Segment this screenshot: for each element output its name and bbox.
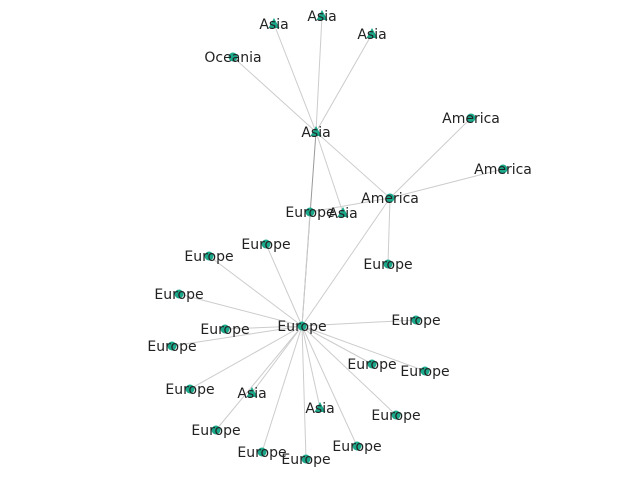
node-n_europe_g[interactable] [167, 341, 177, 351]
node-label-n_europe_p: Europe [332, 439, 381, 455]
edge-n_europe_hub-n_europe_o [301, 325, 307, 460]
edge-n_europe_hub-n_europe_p [301, 325, 358, 447]
node-n_america_1[interactable] [466, 113, 476, 123]
edge-layer [171, 15, 504, 460]
node-label-n_asia_t3: Asia [357, 27, 386, 43]
node-label-n_europe_i: Europe [347, 357, 396, 373]
edge-n_america_hub-n_europe_b [387, 197, 391, 265]
node-layer [167, 10, 508, 464]
node-n_asia_t3[interactable] [366, 28, 378, 38]
node-n_europe_e[interactable] [174, 289, 184, 299]
node-n_europe_hub[interactable] [297, 321, 307, 331]
node-n_europe_j[interactable] [420, 366, 430, 376]
node-n_asia_t2[interactable] [316, 10, 328, 20]
node-n_asia_hub[interactable] [310, 126, 322, 136]
node-label-n_europe_m: Europe [191, 423, 240, 439]
edge-n_america_hub-n_europe_hub [301, 197, 391, 327]
node-n_america_2[interactable] [498, 164, 508, 174]
node-n_asia_mid[interactable] [337, 207, 349, 217]
edge-n_europe_hub-n_europe_m [215, 325, 303, 431]
node-label-n_america_2: America [474, 162, 532, 178]
node-label-n_asia_t2: Asia [307, 9, 336, 25]
node-label-n_asia_mid: Asia [328, 206, 357, 222]
node-n_europe_o[interactable] [301, 454, 311, 464]
edge-n_asia_hub-n_oceania [232, 56, 317, 133]
node-n_europe_h[interactable] [411, 315, 421, 325]
node-n_europe_n[interactable] [257, 447, 267, 457]
node-label-n_oceania: Oceania [204, 50, 261, 66]
node-label-n_europe_c: Europe [241, 237, 290, 253]
label-layer: Asia Asia Asia Asia Oceania America America Ame… [147, 9, 531, 468]
edge-n_europe_hub-n_europe_h [301, 319, 417, 327]
edge-n_europe_hub-n_europe_l [301, 325, 397, 416]
node-label-n_asia_low1: Asia [237, 386, 266, 402]
node-label-n_europe_a: Europe [285, 205, 334, 221]
node-n_europe_i[interactable] [367, 359, 377, 369]
edge-n_asia_hub-n_asia_mid [315, 131, 344, 214]
node-label-n_asia_hub: Asia [301, 125, 330, 141]
edge-n_europe_hub-n_europe_k [189, 325, 303, 390]
edge-n_asia_hub-n_america_hub [315, 131, 391, 199]
node-label-n_europe_l: Europe [371, 408, 420, 424]
node-n_europe_a[interactable] [305, 207, 315, 217]
node-n_europe_p[interactable] [352, 441, 362, 451]
edge-n_europe_hub-n_europe_i [301, 325, 373, 365]
edge-n_europe_hub-n_europe_n [261, 325, 303, 453]
node-label-n_europe_k: Europe [165, 382, 214, 398]
edge-n_europe_hub-n_asia_low2 [301, 325, 321, 409]
node-n_europe_f[interactable] [220, 324, 230, 334]
node-n_asia_t1[interactable] [268, 18, 280, 28]
node-label-n_america_hub: America [361, 191, 419, 207]
node-n_europe_k[interactable] [185, 384, 195, 394]
edge-n_europe_hub-n_europe_d [208, 255, 303, 327]
edge-n_europe_hub-n_europe_f [224, 325, 303, 330]
node-label-n_europe_hub: Europe [277, 319, 326, 335]
node-label-n_europe_f: Europe [200, 322, 249, 338]
edge-n_europe_hub-n_europe_c [265, 243, 303, 327]
node-label-n_europe_o: Europe [281, 452, 330, 468]
edge-n_asia_hub-n_asia_t3 [315, 33, 373, 133]
edge-n_america_hub-n_america_2 [389, 168, 504, 199]
node-n_europe_m[interactable] [211, 425, 221, 435]
node-n_europe_c[interactable] [261, 239, 271, 249]
node-n_asia_low2[interactable] [314, 402, 326, 412]
edge-n_america_hub-n_europe_a [309, 197, 391, 213]
edge-n_america_hub-n_america_1 [389, 117, 472, 199]
node-label-n_europe_d: Europe [184, 249, 233, 265]
node-label-n_europe_e: Europe [154, 287, 203, 303]
node-label-n_europe_g: Europe [147, 339, 196, 355]
node-label-n_asia_t1: Asia [259, 17, 288, 33]
node-n_europe_b[interactable] [383, 259, 393, 269]
node-n_europe_d[interactable] [204, 251, 214, 261]
node-n_asia_low1[interactable] [246, 387, 258, 397]
node-label-n_europe_h: Europe [391, 313, 440, 329]
node-label-n_europe_j: Europe [400, 364, 449, 380]
edge-n_europe_hub-n_europe_a [301, 211, 311, 327]
edge-n_asia_hub-n_asia_t1 [273, 23, 317, 133]
edge-n_asia_hub-n_asia_t2 [315, 15, 323, 133]
node-label-n_america_1: America [442, 111, 500, 127]
edge-n_europe_hub-n_asia_low1 [251, 325, 303, 394]
node-label-n_europe_b: Europe [363, 257, 412, 273]
node-label-n_europe_n: Europe [237, 445, 286, 461]
edge-n_europe_hub-n_europe_g [171, 325, 303, 347]
node-label-n_asia_low2: Asia [305, 401, 334, 417]
node-n_america_hub[interactable] [385, 193, 395, 203]
node-n_europe_l[interactable] [391, 410, 401, 420]
edge-n_europe_hub-n_europe_e [178, 293, 303, 327]
node-n_oceania[interactable] [228, 52, 238, 62]
edge-n_europe_hub-n_europe_j [301, 325, 426, 372]
